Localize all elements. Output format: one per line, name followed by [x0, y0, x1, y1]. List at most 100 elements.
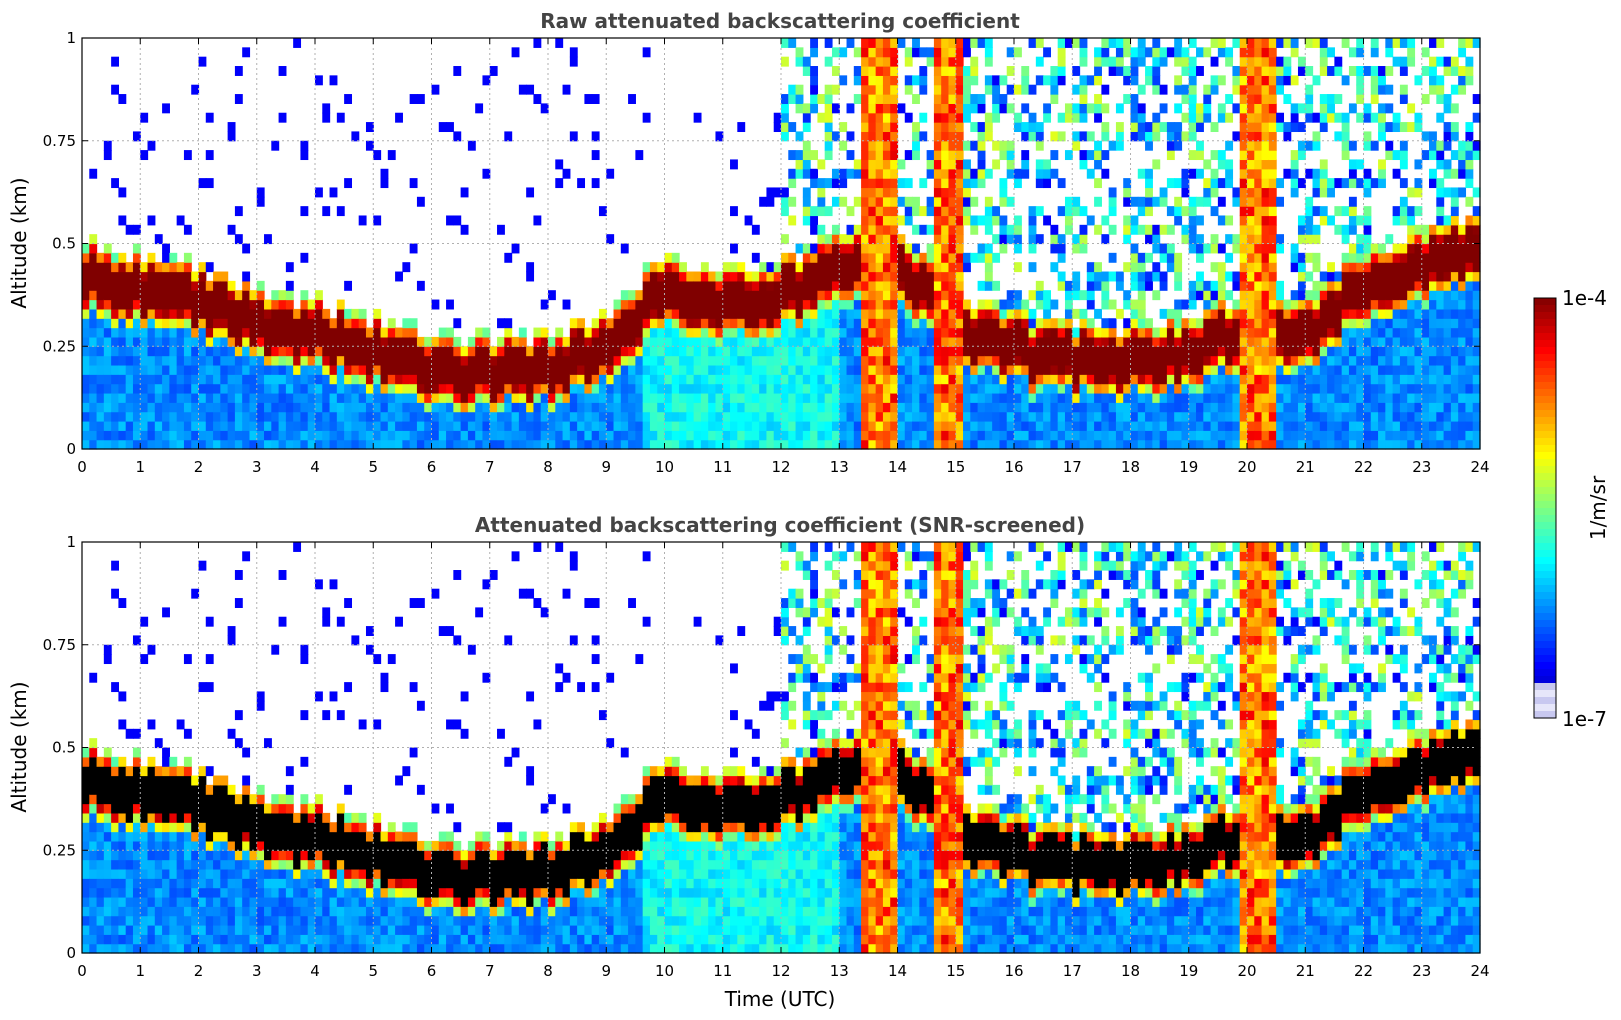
- heatmap-cell: [846, 262, 855, 273]
- heatmap-cell: [1334, 392, 1343, 403]
- heatmap-cell: [1254, 206, 1263, 217]
- heatmap-cell: [438, 374, 447, 385]
- heatmap-cell: [839, 75, 848, 86]
- heatmap-cell: [358, 420, 367, 431]
- heatmap-cell: [897, 336, 906, 347]
- heatmap-cell: [781, 280, 789, 291]
- heatmap-cell: [868, 159, 877, 170]
- heatmap-cell: [285, 346, 294, 357]
- heatmap-cell: [1028, 112, 1037, 123]
- heatmap-cell: [162, 271, 170, 282]
- heatmap-cell: [373, 374, 382, 385]
- heatmap-cell: [1414, 224, 1423, 235]
- heatmap-cell: [1021, 150, 1030, 161]
- heatmap-cell: [1312, 224, 1321, 235]
- heatmap-cell: [686, 374, 695, 385]
- heatmap-cell: [1188, 196, 1197, 207]
- heatmap-cell: [1152, 336, 1161, 347]
- heatmap-cell: [861, 402, 869, 413]
- heatmap-cell: [584, 411, 593, 422]
- heatmap-cell: [111, 383, 120, 394]
- heatmap-cell: [1079, 103, 1088, 114]
- heatmap-cell: [955, 308, 964, 319]
- heatmap-cell: [598, 355, 607, 366]
- heatmap-cell: [642, 308, 651, 319]
- heatmap-cell: [1188, 224, 1197, 235]
- heatmap-cell: [1421, 402, 1430, 413]
- heatmap-cell: [1414, 112, 1423, 123]
- heatmap-cell: [1254, 439, 1263, 450]
- heatmap-cell: [1217, 178, 1226, 189]
- heatmap-cell: [562, 374, 571, 385]
- heatmap-cell: [1094, 150, 1102, 161]
- heatmap-cell: [766, 392, 775, 403]
- heatmap-cell: [933, 327, 942, 338]
- heatmap-cell: [1188, 430, 1197, 441]
- heatmap-cell: [555, 346, 564, 357]
- heatmap-cell: [1035, 140, 1044, 151]
- heatmap-cell: [497, 336, 505, 347]
- heatmap-cell: [395, 271, 403, 282]
- heatmap-cell: [1101, 430, 1110, 441]
- heatmap-cell: [584, 336, 593, 347]
- heatmap-cell: [475, 374, 484, 385]
- heatmap-cell: [1050, 327, 1059, 338]
- heatmap-cell: [708, 364, 717, 375]
- heatmap-cell: [1203, 299, 1212, 310]
- heatmap-cell: [453, 364, 462, 375]
- heatmap-cell: [1319, 187, 1328, 198]
- heatmap-cell: [548, 392, 556, 403]
- heatmap-cell: [358, 430, 367, 441]
- heatmap-cell: [540, 439, 549, 450]
- heatmap-cell: [315, 290, 323, 301]
- heatmap-cell: [1319, 392, 1328, 403]
- heatmap-cell: [955, 159, 964, 170]
- heatmap-cell: [548, 346, 556, 357]
- heatmap-cell: [1225, 346, 1234, 357]
- heatmap-cell: [213, 430, 221, 441]
- heatmap-cell: [191, 420, 200, 431]
- heatmap-cell: [1385, 150, 1394, 161]
- heatmap-cell: [1035, 318, 1044, 329]
- heatmap-cell: [788, 262, 797, 273]
- heatmap-cell: [169, 383, 178, 394]
- heatmap-cell: [103, 280, 112, 291]
- heatmap-cell: [1079, 47, 1088, 58]
- heatmap-cell: [904, 439, 913, 450]
- heatmap-cell: [1188, 290, 1197, 301]
- heatmap-cell: [1450, 439, 1459, 450]
- heatmap-cell: [1458, 262, 1467, 273]
- heatmap-cell: [679, 346, 687, 357]
- heatmap-cell: [977, 327, 986, 338]
- heatmap-cell: [1145, 411, 1153, 422]
- heatmap-cell: [912, 364, 920, 375]
- heatmap-cell: [293, 327, 302, 338]
- heatmap-cell: [788, 299, 797, 310]
- heatmap-cell: [1174, 420, 1183, 431]
- heatmap-cell: [1247, 383, 1255, 394]
- heatmap-cell: [555, 364, 564, 375]
- heatmap-cell: [773, 392, 782, 403]
- heatmap-cell: [999, 402, 1008, 413]
- heatmap-cell: [1385, 252, 1394, 263]
- heatmap-cell: [919, 75, 928, 86]
- heatmap-cell: [970, 420, 979, 431]
- heatmap-cell: [875, 392, 884, 403]
- heatmap-cell: [1261, 178, 1270, 189]
- heatmap-cell: [1319, 374, 1328, 385]
- heatmap-cell: [191, 271, 200, 282]
- heatmap-cell: [1043, 178, 1052, 189]
- heatmap-cell: [781, 122, 789, 133]
- heatmap-cell: [1108, 252, 1117, 263]
- heatmap-cell: [103, 355, 112, 366]
- heatmap-cell: [1188, 56, 1197, 67]
- heatmap-cell: [1356, 47, 1365, 58]
- heatmap-cell: [504, 336, 513, 347]
- heatmap-cell: [540, 299, 549, 310]
- heatmap-cell: [657, 420, 666, 431]
- heatmap-cell: [744, 402, 753, 413]
- heatmap-cell: [387, 411, 396, 422]
- heatmap-cell: [795, 262, 804, 273]
- heatmap-cell: [963, 299, 971, 310]
- heatmap-cell: [183, 336, 192, 347]
